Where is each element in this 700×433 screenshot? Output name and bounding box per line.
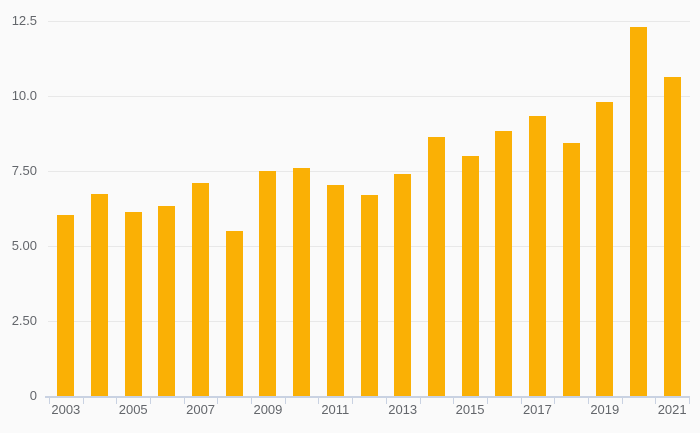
gridline-7.50 — [48, 170, 690, 172]
bar-2011[interactable] — [326, 184, 344, 396]
x-axis-tick — [419, 397, 421, 404]
y-axis-label-7.50: 7.50 — [11, 163, 37, 178]
x-axis-tick — [689, 397, 690, 404]
x-axis-tick — [318, 397, 320, 404]
x-axis-tick — [352, 397, 354, 404]
x-axis-tick — [385, 397, 387, 404]
x-axis-tick — [554, 397, 556, 404]
x-axis-tick — [217, 397, 219, 404]
x-axis-tick — [183, 397, 185, 404]
bar-2005[interactable] — [124, 211, 142, 396]
y-axis-label-10.0: 10.0 — [11, 88, 37, 103]
x-axis-label-2017: 2017 — [522, 402, 552, 417]
bar-2016[interactable] — [495, 130, 513, 396]
bar-2010[interactable] — [293, 168, 311, 396]
x-axis-label-2015: 2015 — [455, 402, 485, 417]
x-axis-tick — [453, 397, 455, 404]
bar-2015[interactable] — [461, 156, 479, 396]
x-axis-tick — [284, 397, 286, 404]
bar-2004[interactable] — [91, 193, 109, 396]
y-axis-label-12.5: 12.5 — [11, 13, 37, 28]
bar-2021[interactable] — [663, 76, 681, 396]
bar-2019[interactable] — [596, 102, 614, 396]
y-axis-label-0: 0 — [29, 388, 37, 403]
gridline-12.5 — [48, 20, 690, 22]
x-axis-tick — [520, 397, 522, 404]
x-axis-label-2003: 2003 — [51, 402, 81, 417]
x-axis-tick — [82, 397, 84, 404]
x-axis-tick — [587, 397, 589, 404]
x-axis-label-2019: 2019 — [590, 402, 620, 417]
x-axis-tick — [655, 397, 657, 404]
x-axis-label-2005: 2005 — [118, 402, 148, 417]
x-axis-tick — [49, 397, 50, 404]
y-axis-label-5.00: 5.00 — [11, 238, 37, 253]
x-axis-tick — [621, 397, 623, 404]
bar-2013[interactable] — [394, 174, 412, 396]
bar-2008[interactable] — [225, 231, 243, 396]
x-axis-label-2011: 2011 — [321, 402, 350, 417]
bar-2018[interactable] — [562, 142, 580, 396]
bar-2007[interactable] — [192, 183, 210, 396]
x-axis-tick — [150, 397, 152, 404]
x-axis-line — [45, 396, 690, 398]
x-axis-label-2009: 2009 — [253, 402, 283, 417]
x-axis-tick — [116, 397, 118, 404]
x-axis-label-2021: 2021 — [657, 402, 687, 417]
bar-2006[interactable] — [158, 205, 176, 396]
x-axis-tick — [251, 397, 253, 404]
x-axis-label-2007: 2007 — [186, 402, 216, 417]
bar-2014[interactable] — [427, 136, 445, 396]
bar-2020[interactable] — [629, 27, 647, 396]
bar-2017[interactable] — [528, 115, 546, 396]
y-axis-label-2.50: 2.50 — [11, 313, 37, 328]
bar-2003[interactable] — [57, 214, 75, 396]
bar-2009[interactable] — [259, 171, 277, 396]
bar-2012[interactable] — [360, 195, 378, 396]
x-axis-tick — [486, 397, 488, 404]
x-axis-label-2013: 2013 — [388, 402, 418, 417]
gridline-10.0 — [48, 95, 690, 97]
